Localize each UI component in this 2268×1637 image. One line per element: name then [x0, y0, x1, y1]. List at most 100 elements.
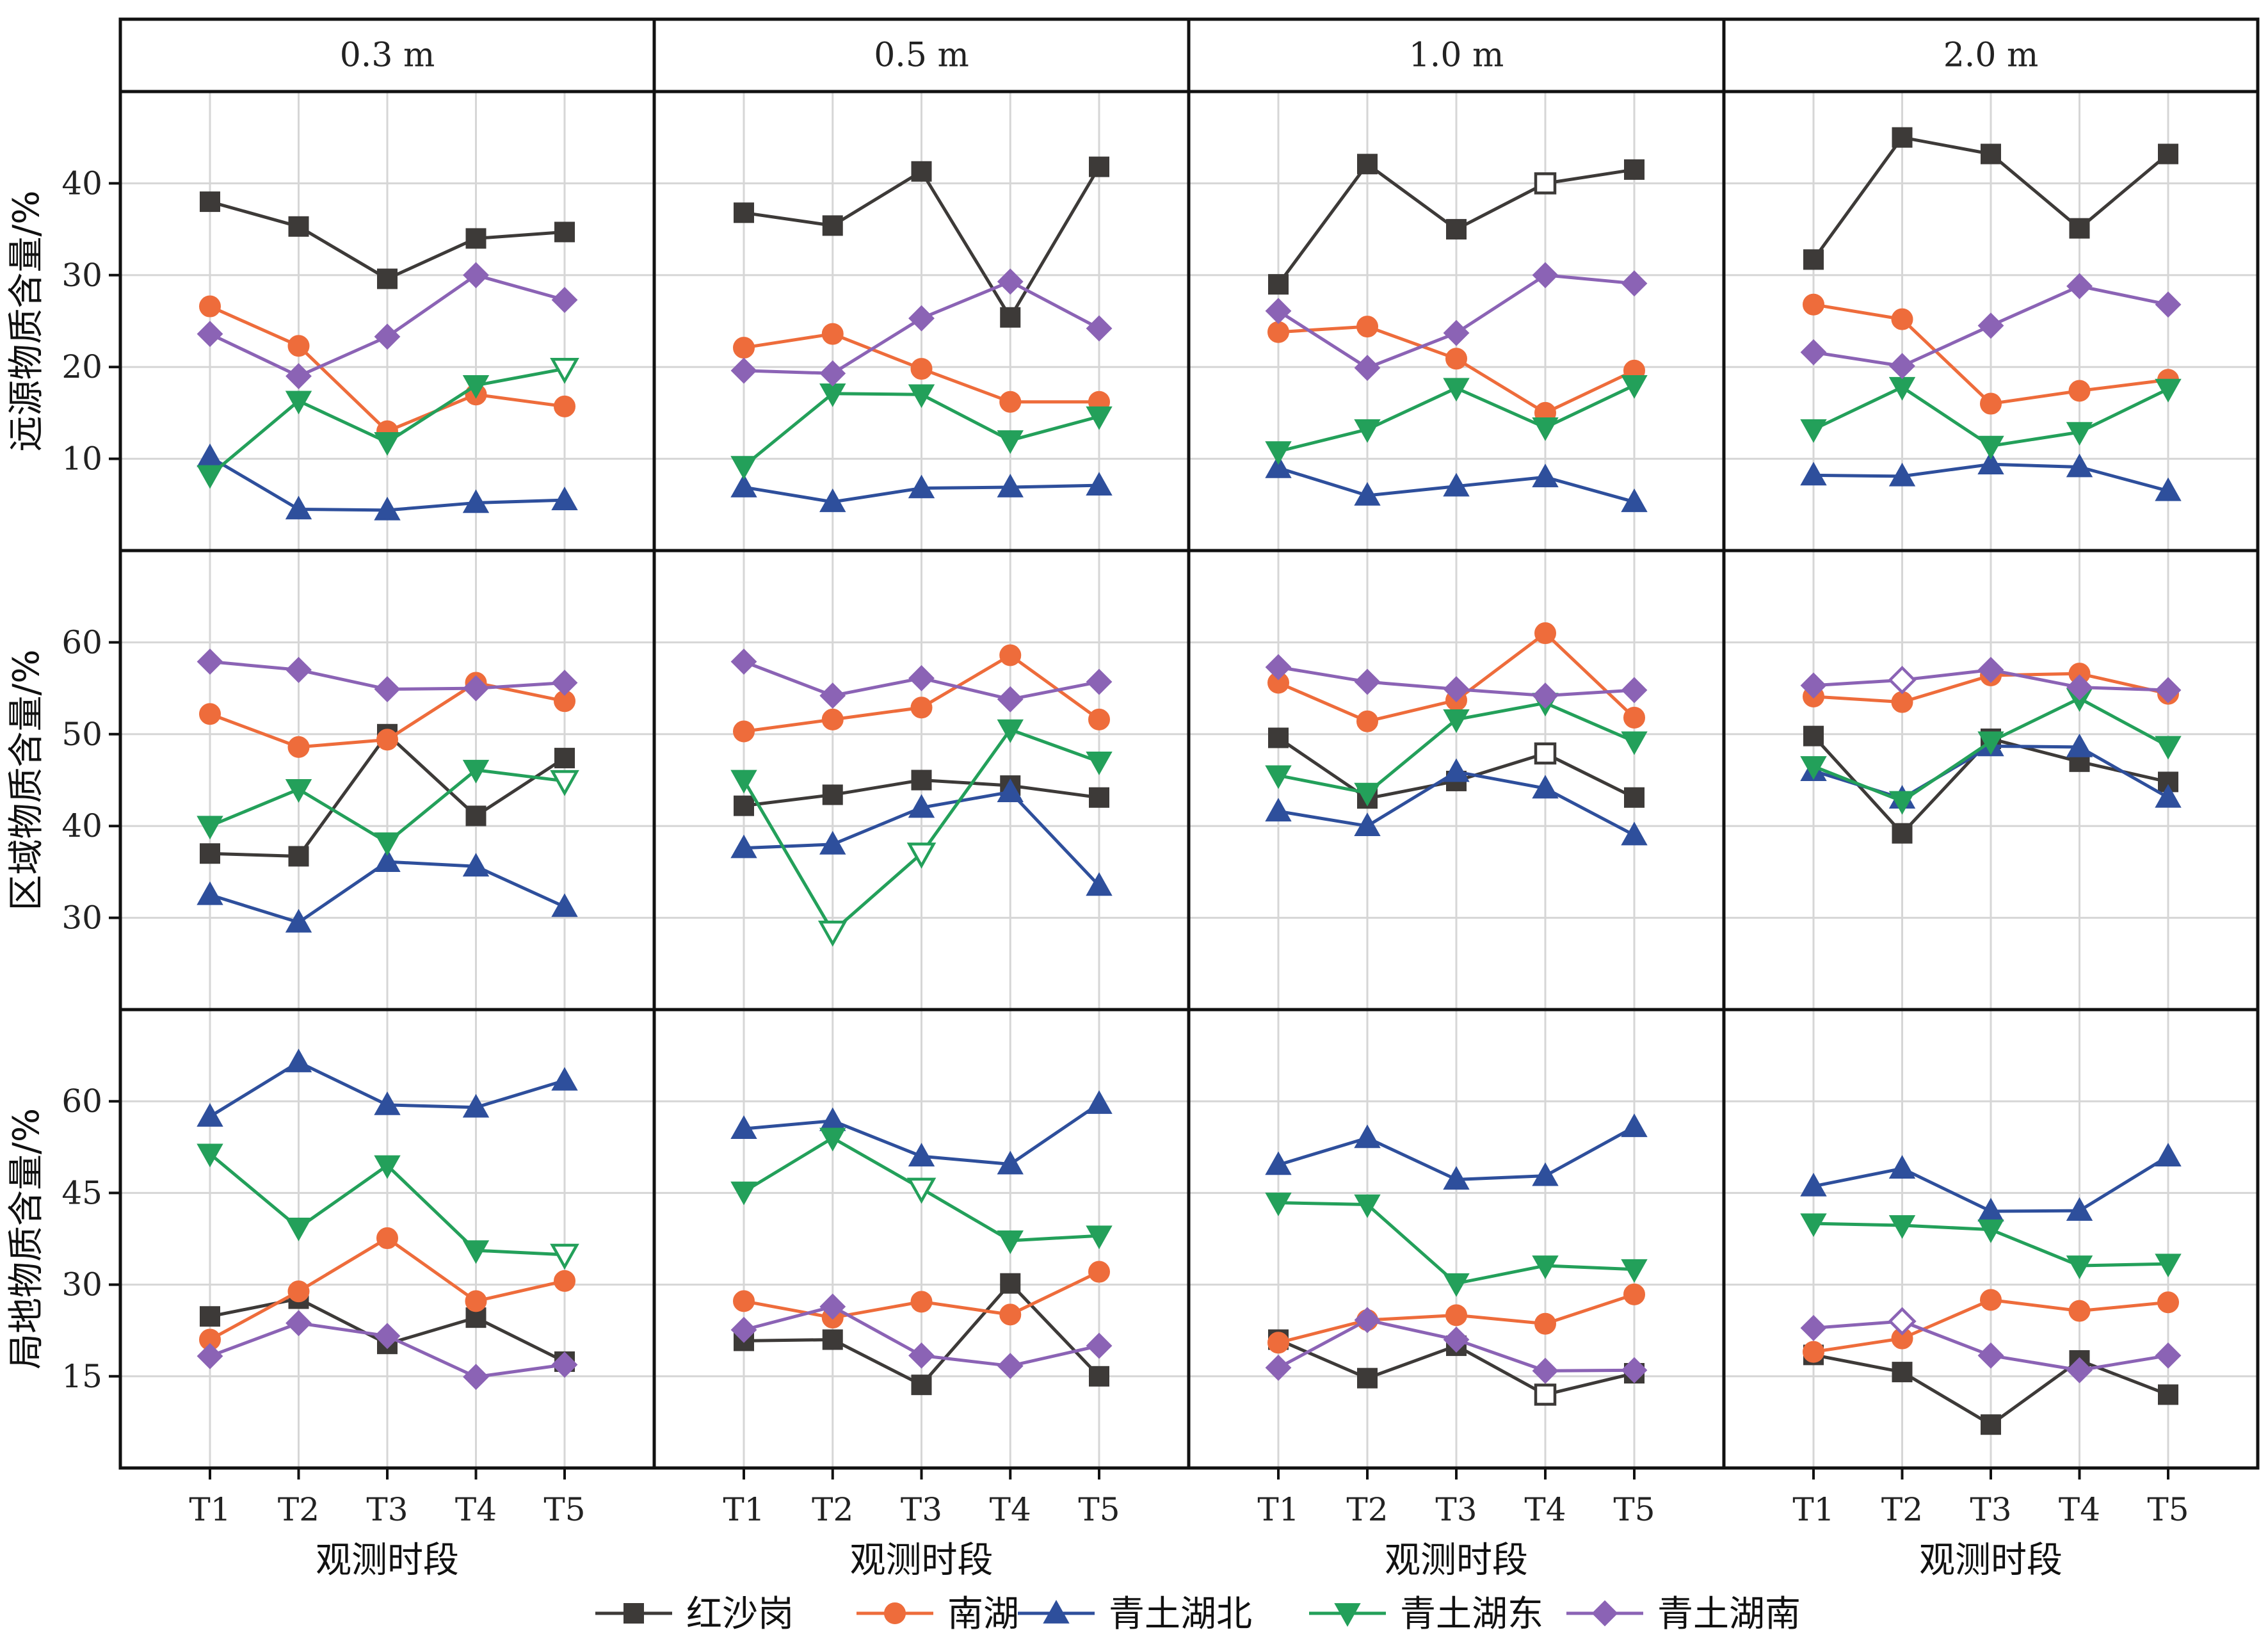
data-point: [1621, 1113, 1648, 1138]
data-point: [197, 443, 223, 467]
column-header: 0.3 m: [340, 36, 435, 75]
data-point: [550, 1243, 579, 1270]
data-point: [733, 337, 755, 359]
y-tick-label: 10: [61, 440, 102, 478]
data-point: [1532, 682, 1559, 709]
x-tick-label: T4: [990, 1491, 1031, 1528]
data-point: [377, 268, 398, 289]
data-point: [1086, 472, 1113, 496]
data-point: [1892, 823, 1913, 844]
data-point: [730, 1316, 757, 1343]
data-point: [1621, 677, 1648, 704]
x-axis-label: 观测时段: [1385, 1540, 1528, 1581]
x-tick-label: T4: [2059, 1491, 2100, 1528]
data-point: [1892, 1362, 1913, 1383]
data-point: [997, 778, 1024, 802]
data-point: [1086, 406, 1113, 430]
data-point: [1268, 274, 1289, 295]
data-point: [1265, 654, 1292, 681]
data-point: [730, 834, 757, 859]
data-point: [286, 657, 312, 683]
data-point: [465, 228, 487, 249]
data-point: [1532, 417, 1559, 441]
data-point: [908, 1342, 935, 1369]
data-point: [1621, 821, 1648, 846]
data-point: [376, 1227, 398, 1250]
data-point: [550, 357, 579, 384]
data-point: [1888, 462, 1916, 487]
data-point: [1354, 1194, 1381, 1218]
data-point: [1086, 1090, 1113, 1114]
text-layer: 0.3 m 0.5 m 1.0 m 2.0 m 10 20 30 40 远源物质含量/% 30 40…: [6, 36, 2189, 1582]
y-tick-label: 30: [61, 899, 102, 937]
data-point: [2066, 453, 2093, 478]
data-point: [462, 375, 490, 399]
data-point: [1357, 1367, 1378, 1389]
data-point: [2155, 677, 2182, 704]
data-point: [551, 1067, 578, 1091]
data-point: [462, 1240, 490, 1264]
data-point: [1268, 727, 1289, 748]
data-point: [1977, 657, 2004, 683]
data-point: [374, 1091, 401, 1115]
x-axis-label: 观测时段: [850, 1540, 993, 1581]
data-point: [1532, 1255, 1559, 1280]
legend-marker: [1043, 1599, 1070, 1624]
data-point: [910, 697, 933, 719]
data-point: [197, 1143, 223, 1168]
data-point: [1265, 1355, 1292, 1381]
data-point: [819, 1127, 846, 1152]
legend-label: 南湖: [947, 1593, 1019, 1635]
data-point: [997, 1353, 1024, 1379]
data-point: [1443, 1166, 1470, 1190]
data-point: [1980, 1289, 2002, 1311]
data-point: [997, 474, 1024, 497]
x-tick-label: T3: [1435, 1491, 1477, 1528]
data-point: [288, 216, 309, 237]
data-point: [1981, 143, 2001, 165]
data-point: [551, 893, 578, 917]
data-point: [463, 1364, 489, 1391]
data-point: [1089, 1366, 1109, 1387]
data-point: [200, 843, 220, 864]
data-point: [1356, 316, 1378, 338]
data-point: [2066, 273, 2093, 300]
data-point: [733, 720, 755, 743]
legend-label: 青土湖南: [1657, 1593, 1801, 1635]
data-point: [197, 816, 223, 840]
data-point: [285, 1217, 312, 1241]
data-point: [819, 1107, 846, 1131]
x-tick-label: T1: [1257, 1491, 1299, 1528]
data-point: [1891, 308, 1913, 330]
data-point: [462, 1093, 490, 1118]
x-tick-label: T2: [812, 1491, 853, 1528]
data-point: [287, 736, 310, 758]
y-tick-label: 60: [61, 1083, 102, 1120]
data-point: [374, 848, 401, 872]
data-point: [997, 1150, 1024, 1175]
data-point: [374, 676, 401, 702]
column-header: 0.5 m: [874, 36, 969, 75]
data-point: [462, 853, 490, 877]
data-point: [997, 268, 1024, 295]
data-point: [1086, 315, 1113, 342]
data-point: [1532, 262, 1559, 289]
x-axis-label: 观测时段: [316, 1540, 459, 1581]
column-header: 2.0 m: [1943, 36, 2039, 75]
data-point: [1354, 355, 1381, 382]
x-axis-label: 观测时段: [1919, 1540, 2063, 1581]
data-point: [822, 1329, 843, 1350]
data-point: [197, 1103, 223, 1127]
x-tick-label: T3: [1970, 1491, 2011, 1528]
data-point: [1889, 353, 1915, 380]
data-point: [376, 729, 398, 751]
data-point: [200, 191, 220, 213]
data-point: [821, 323, 844, 345]
legend-marker: [1591, 1600, 1618, 1627]
series-layer: [197, 127, 2182, 1435]
data-point: [374, 431, 401, 456]
data-point: [1888, 1307, 1917, 1336]
data-point: [554, 1270, 575, 1292]
data-point: [2155, 784, 2182, 808]
data-point: [1800, 339, 1827, 366]
